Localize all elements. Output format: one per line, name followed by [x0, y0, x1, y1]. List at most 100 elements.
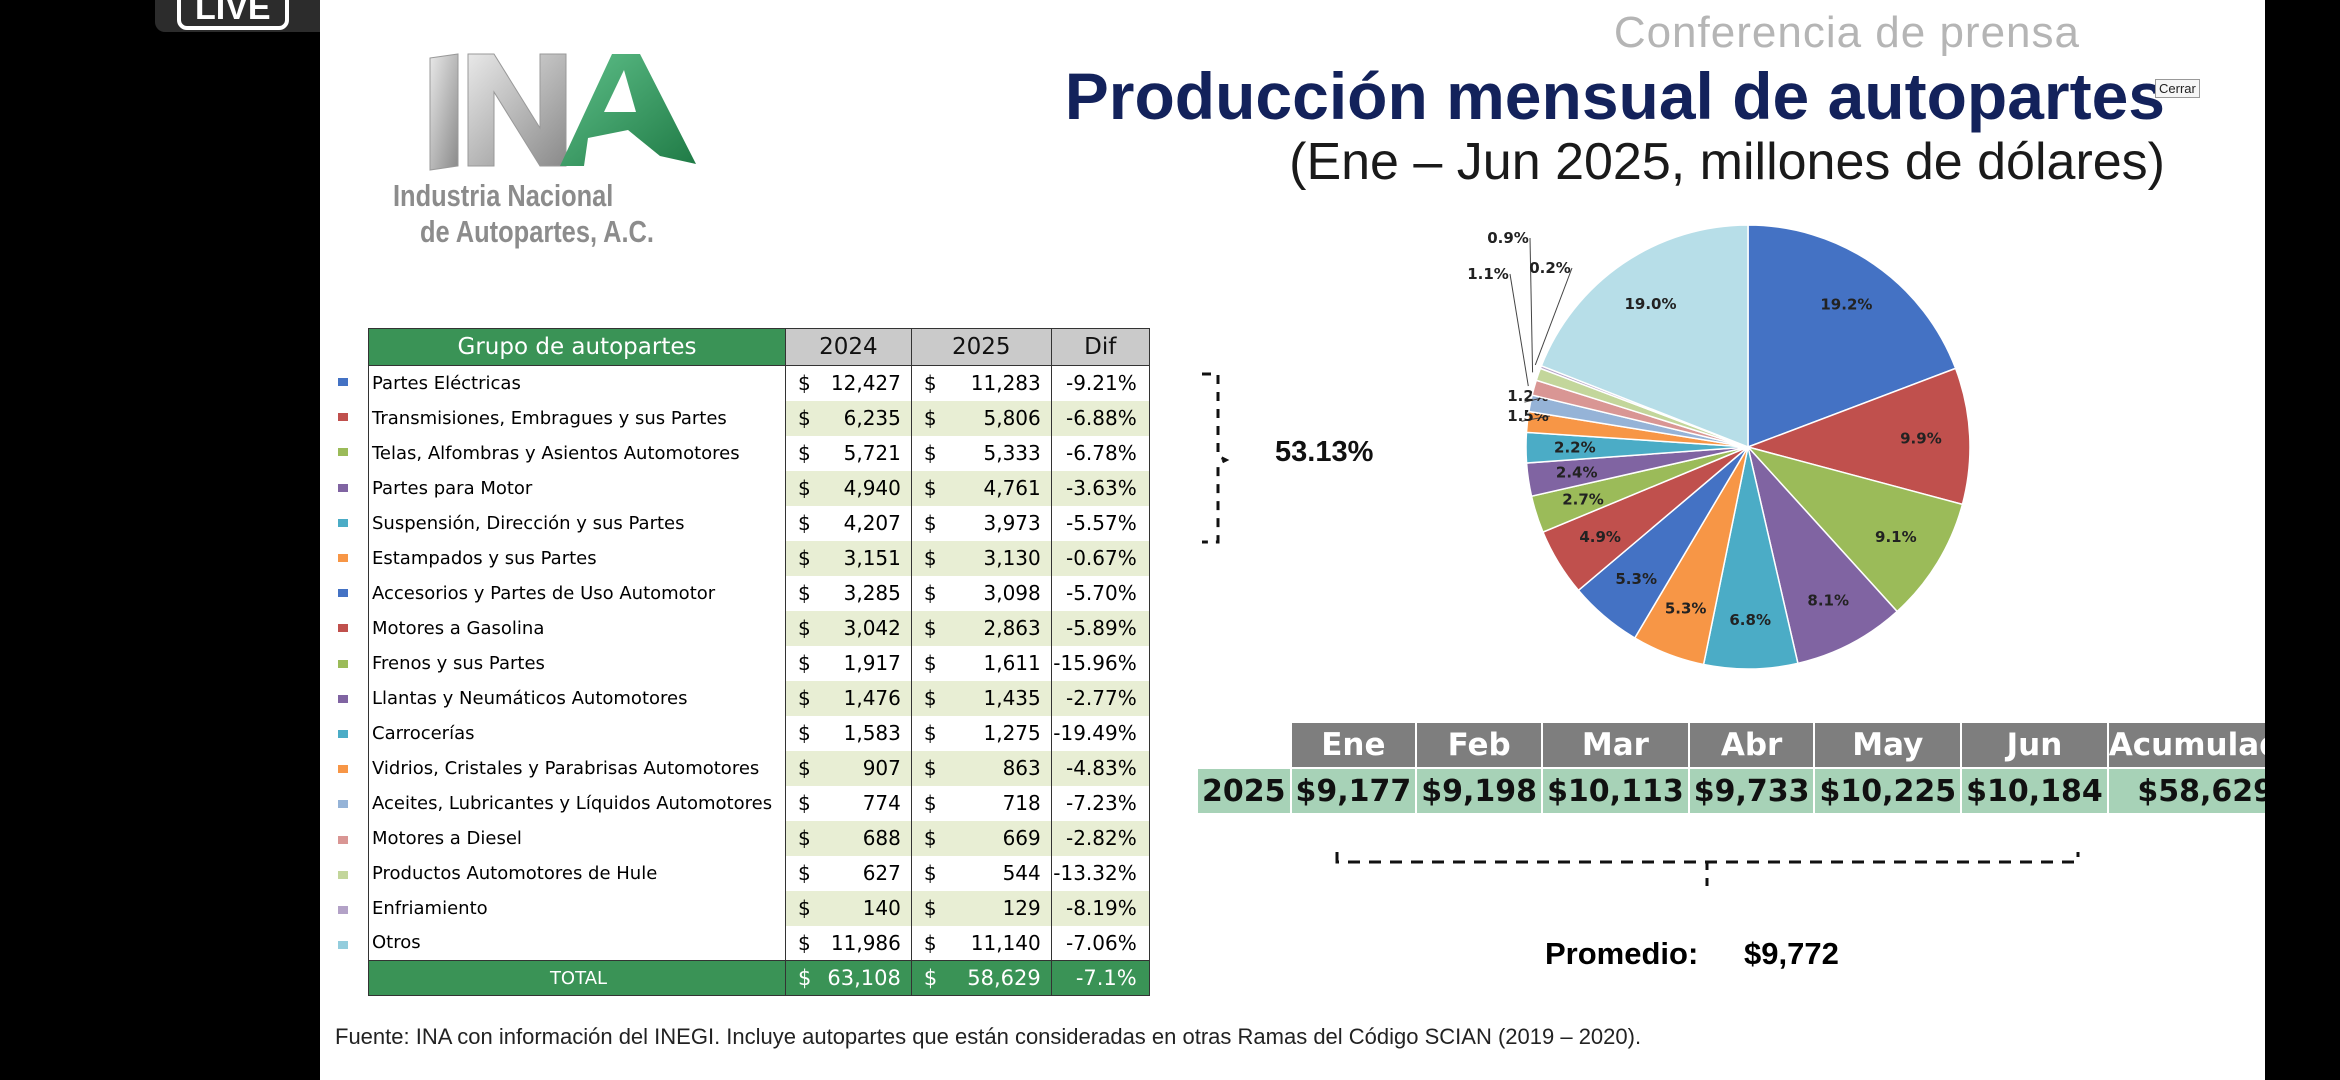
top-groups-brace [1202, 372, 1230, 544]
legend-square [338, 835, 348, 844]
row-dif: -13.32% [1050, 855, 1150, 891]
row-dif: -0.67% [1050, 540, 1150, 576]
pie-label: 5.3% [1665, 600, 1707, 618]
row-currency-2025: $ [910, 855, 938, 891]
row-2025: 3,098 [983, 581, 1041, 605]
row-dif: -19.49% [1050, 715, 1150, 751]
table-row: Frenos y sus Partes $1,917 $1,611 -15.96% [368, 645, 1150, 681]
pie-chart: 19.2% 9.9% 9.1% 8.1% 6.8% 5.3% 5.3% 4.9% 2.7% 2.4… [1467, 224, 1971, 670]
source-note: Fuente: INA con información del INEGI. I… [335, 1024, 1642, 1049]
month-value: $10,113 [1541, 767, 1690, 815]
row-dif: -6.88% [1050, 400, 1150, 436]
row-name: Transmisiones, Embragues y sus Partes [368, 400, 786, 436]
row-dif: -2.82% [1050, 820, 1150, 856]
row-dif: -2.77% [1050, 680, 1150, 716]
table-row: Estampados y sus Partes $3,151 $3,130 -0.67… [368, 540, 1150, 576]
row-dif: -7.23% [1050, 785, 1150, 821]
row-2024: 4,940 [811, 470, 912, 506]
pie-label: 8.1% [1807, 591, 1849, 609]
row-2025: 11,140 [970, 930, 1041, 955]
row-currency-2025: $ [910, 890, 938, 926]
average-value: $9,772 [1744, 936, 1839, 971]
row-currency-2025: $ [910, 400, 938, 436]
row-currency-2024: $ [785, 785, 812, 821]
table-row: Otros $11,986 $11,140 -7.06% [368, 925, 1150, 961]
pie-slice [1746, 444, 1899, 665]
row-2024: 1,583 [843, 721, 901, 745]
row-2025: 863 [937, 750, 1052, 786]
row-name: Partes Eléctricas [368, 365, 786, 401]
row-2024: 3,042 [811, 610, 912, 646]
month-header: Feb [1415, 721, 1544, 769]
row-2024: 5,721 [843, 441, 901, 465]
row-name: Accesorios y Partes de Uso Automotor [368, 575, 786, 611]
row-2025: 4,761 [937, 470, 1052, 506]
total-dif: -7.1% [1050, 960, 1150, 996]
row-name: Otros [368, 925, 786, 961]
row-name: Suspensión, Dirección y sus Partes [368, 505, 786, 541]
row-2025: 11,283 [970, 371, 1041, 396]
top-groups-share: 53.13% [1275, 436, 1374, 468]
table-row: Llantas y Neumáticos Automotores $1,476 $1… [368, 680, 1150, 716]
pie-label: 1.1% [1467, 265, 1509, 283]
row-2025: 5,806 [937, 400, 1052, 436]
month-value: $9,177 [1289, 767, 1418, 815]
row-2024: 1,476 [811, 680, 912, 716]
row-2025: 544 [1002, 861, 1041, 885]
row-currency-2025: $ [910, 470, 938, 506]
table-row: Partes Eléctricas $12,427 $11,283 -9.21% [368, 365, 1150, 401]
legend-square [338, 448, 348, 457]
slide-title: Producción mensual de autopartes [1064, 59, 2165, 133]
pie-label: 2.4% [1556, 464, 1598, 482]
legend-square [338, 870, 348, 879]
months-range-bracket [1335, 852, 2080, 886]
row-dif: -4.83% [1050, 750, 1150, 786]
table-row: Motores a Gasolina $3,042 $2,863 -5.89% [368, 610, 1150, 646]
total-currency-2025: $ [910, 960, 938, 996]
logo-line-1: Industria Nacional [393, 178, 614, 213]
row-currency-2025: $ [910, 610, 938, 646]
row-name: Partes para Motor [368, 470, 786, 506]
row-currency-2024: $ [785, 855, 812, 891]
row-2024: 12,427 [830, 371, 901, 396]
legend-square [338, 800, 348, 809]
row-currency-2024: $ [785, 365, 812, 401]
month-value: $58,629 [2106, 767, 2265, 815]
row-currency-2025: $ [910, 645, 938, 681]
row-name: Motores a Diesel [368, 820, 786, 856]
row-2025: 3,130 [937, 540, 1052, 576]
month-header: Acumulado [2106, 721, 2265, 769]
table-row: Enfriamiento $140 $129 -8.19% [368, 890, 1150, 926]
ina-logo [429, 53, 696, 171]
legend-square [338, 518, 348, 527]
row-currency-2024: $ [785, 540, 812, 576]
row-currency-2024: $ [785, 505, 812, 541]
table-row: Vidrios, Cristales y Parabrisas Automoto… [368, 750, 1150, 786]
total-2025: 58,629 [937, 960, 1052, 996]
row-currency-2024: $ [785, 470, 812, 506]
row-name: Estampados y sus Partes [368, 540, 786, 576]
row-2025: 2,863 [937, 610, 1052, 646]
row-dif: -3.63% [1050, 470, 1150, 506]
legend-square [338, 730, 348, 738]
pie-label: 0.9% [1487, 229, 1529, 247]
row-currency-2024: $ [785, 435, 812, 471]
month-header: Mar [1541, 721, 1690, 769]
row-currency-2025: $ [910, 750, 938, 786]
legend-square [338, 413, 348, 422]
legend-square [338, 554, 348, 562]
row-dif: -15.96% [1050, 645, 1150, 681]
total-currency-2024: $ [785, 960, 812, 996]
monthly-row-label: 2025 [1196, 767, 1292, 815]
pie-leader-line [1534, 267, 1573, 366]
legend-square [338, 483, 348, 492]
pie-label: 9.1% [1875, 528, 1917, 546]
row-2025: 129 [937, 890, 1052, 926]
row-2025: 5,333 [983, 441, 1041, 465]
pie-label: 19.2% [1820, 296, 1872, 314]
month-value: $9,198 [1415, 767, 1544, 815]
month-value: $10,184 [1960, 767, 2109, 815]
row-currency-2025: $ [910, 680, 938, 716]
month-header: May [1813, 721, 1963, 769]
close-button[interactable]: Cerrar [2155, 79, 2200, 98]
